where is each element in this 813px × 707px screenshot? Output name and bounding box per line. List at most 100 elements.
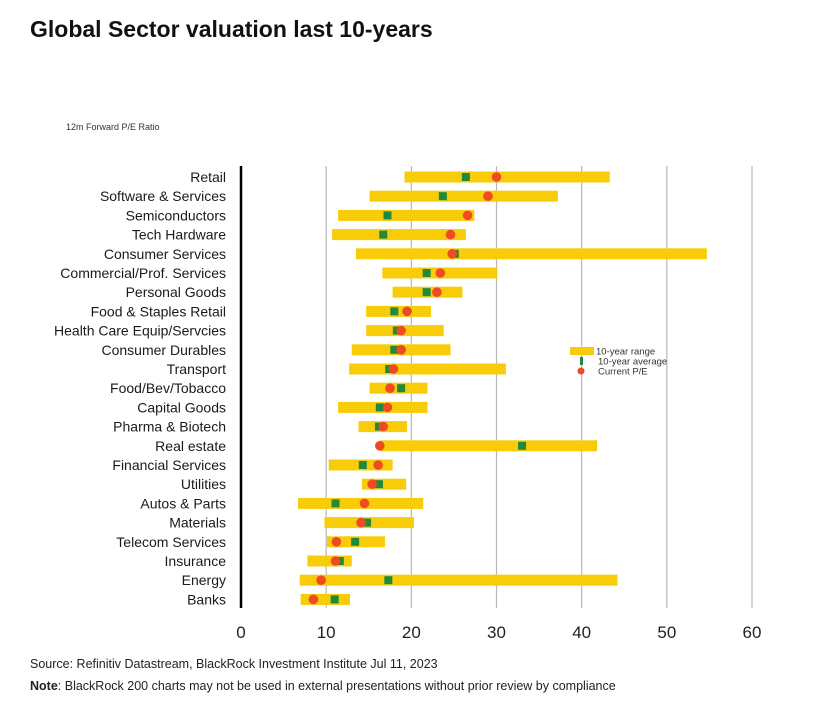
average-marker bbox=[379, 230, 388, 239]
legend-label: 10-year range bbox=[596, 347, 655, 358]
sector-label: Personal Goods bbox=[126, 284, 226, 300]
average-marker bbox=[422, 288, 431, 297]
x-tick-label: 30 bbox=[487, 623, 506, 642]
sector-pe-chart: Retail Software & Services Semiconductors T… bbox=[54, 166, 761, 642]
sector-label: Autos & Parts bbox=[140, 495, 226, 511]
x-tick-label: 60 bbox=[743, 623, 762, 642]
sector-label: Materials bbox=[169, 515, 226, 531]
x-axis-ticks: 0 10 20 30 40 50 60 bbox=[236, 623, 761, 642]
current-pe-marker bbox=[378, 421, 389, 432]
average-marker bbox=[358, 461, 367, 469]
sector-label: Consumer Durables bbox=[102, 342, 227, 358]
range-bar bbox=[355, 248, 707, 260]
average-marker bbox=[397, 384, 406, 393]
sector-label: Food/Bev/Tobacco bbox=[110, 380, 226, 396]
sector-labels: Retail Software & Services Semiconductors T… bbox=[54, 169, 226, 607]
current-pe-marker bbox=[382, 402, 393, 413]
sector-label: Financial Services bbox=[112, 457, 226, 473]
current-pe-marker bbox=[396, 345, 406, 355]
range-bar bbox=[332, 229, 466, 241]
sector-label: Banks bbox=[187, 591, 226, 607]
sector-label: Commercial/Prof. Services bbox=[60, 265, 226, 281]
x-tick-label: 20 bbox=[402, 623, 421, 642]
current-pe-marker bbox=[445, 229, 456, 240]
range-bar bbox=[349, 363, 506, 375]
current-pe-marker bbox=[367, 479, 377, 490]
average-marker bbox=[438, 192, 447, 201]
current-pe-marker bbox=[483, 191, 493, 201]
range-bar bbox=[338, 209, 475, 221]
x-tick-label: 10 bbox=[317, 623, 336, 642]
average-marker bbox=[363, 518, 372, 527]
average-marker bbox=[390, 307, 399, 316]
current-pe-marker bbox=[316, 575, 326, 585]
range-bar bbox=[369, 190, 558, 202]
average-marker bbox=[384, 576, 393, 585]
chart-title: Global Sector valuation last 10-years bbox=[30, 16, 433, 42]
current-pe-marker bbox=[462, 210, 473, 221]
current-pe-marker bbox=[388, 364, 399, 374]
sector-label: Transport bbox=[167, 361, 227, 377]
sector-label: Capital Goods bbox=[137, 399, 226, 415]
note-label: Note bbox=[30, 679, 58, 693]
range-bar bbox=[361, 478, 407, 490]
legend-label: 10-year average bbox=[598, 357, 667, 368]
current-pe-marker bbox=[359, 498, 370, 509]
y-unit-label: 12m Forward P/E Ratio bbox=[66, 122, 160, 132]
markers bbox=[308, 172, 527, 605]
sector-label: Consumer Services bbox=[104, 246, 226, 262]
x-tick-label: 50 bbox=[657, 623, 676, 642]
current-pe-marker bbox=[402, 306, 412, 317]
legend-range-swatch bbox=[570, 347, 594, 355]
current-pe-marker bbox=[432, 287, 442, 298]
grid-lines bbox=[239, 166, 753, 608]
current-pe-marker bbox=[435, 268, 446, 278]
range-bar bbox=[379, 440, 597, 452]
legend-label: Current P/E bbox=[598, 367, 648, 378]
current-pe-marker bbox=[375, 441, 385, 451]
average-marker bbox=[351, 537, 360, 546]
sector-label: Health Care Equip/Servcies bbox=[54, 323, 226, 339]
average-marker bbox=[461, 173, 470, 181]
current-pe-marker bbox=[331, 537, 342, 547]
average-marker bbox=[331, 499, 340, 508]
legend-average-swatch bbox=[580, 357, 583, 365]
sector-label: Insurance bbox=[165, 553, 227, 569]
sector-label: Real estate bbox=[155, 438, 226, 454]
sector-label: Energy bbox=[182, 572, 226, 588]
average-marker bbox=[390, 345, 399, 354]
current-pe-marker bbox=[447, 249, 458, 259]
sector-label: Telecom Services bbox=[116, 534, 226, 550]
range-bar bbox=[300, 593, 351, 605]
range-bars bbox=[298, 171, 707, 605]
legend-current-swatch bbox=[577, 367, 585, 375]
x-tick-label: 0 bbox=[236, 623, 245, 642]
sector-label: Tech Hardware bbox=[132, 227, 226, 243]
average-marker bbox=[374, 480, 383, 489]
average-marker bbox=[330, 595, 339, 604]
note-text: : BlackRock 200 charts may not be used i… bbox=[57, 679, 616, 693]
source-note: Source: Refinitiv Datastream, BlackRock … bbox=[30, 657, 438, 671]
current-pe-marker bbox=[330, 556, 341, 566]
range-bar bbox=[404, 171, 610, 183]
current-pe-marker bbox=[356, 517, 366, 528]
sector-label: Software & Services bbox=[100, 188, 226, 204]
average-marker bbox=[375, 403, 384, 412]
sector-label: Semiconductors bbox=[126, 207, 226, 223]
current-pe-marker bbox=[396, 325, 406, 336]
range-bar bbox=[307, 555, 352, 567]
range-bar bbox=[366, 305, 431, 317]
sector-label: Food & Staples Retail bbox=[91, 303, 226, 319]
sector-label: Pharma & Biotech bbox=[113, 419, 226, 435]
average-marker bbox=[518, 441, 527, 450]
average-marker bbox=[422, 269, 431, 277]
sector-label: Retail bbox=[190, 169, 226, 185]
average-marker bbox=[383, 211, 392, 220]
current-pe-marker bbox=[373, 460, 383, 470]
sector-label: Utilities bbox=[181, 476, 226, 492]
current-pe-marker bbox=[385, 383, 395, 394]
range-bar bbox=[299, 574, 618, 586]
current-pe-marker bbox=[491, 172, 502, 182]
compliance-note: Note: BlackRock 200 charts may not be us… bbox=[30, 679, 616, 693]
